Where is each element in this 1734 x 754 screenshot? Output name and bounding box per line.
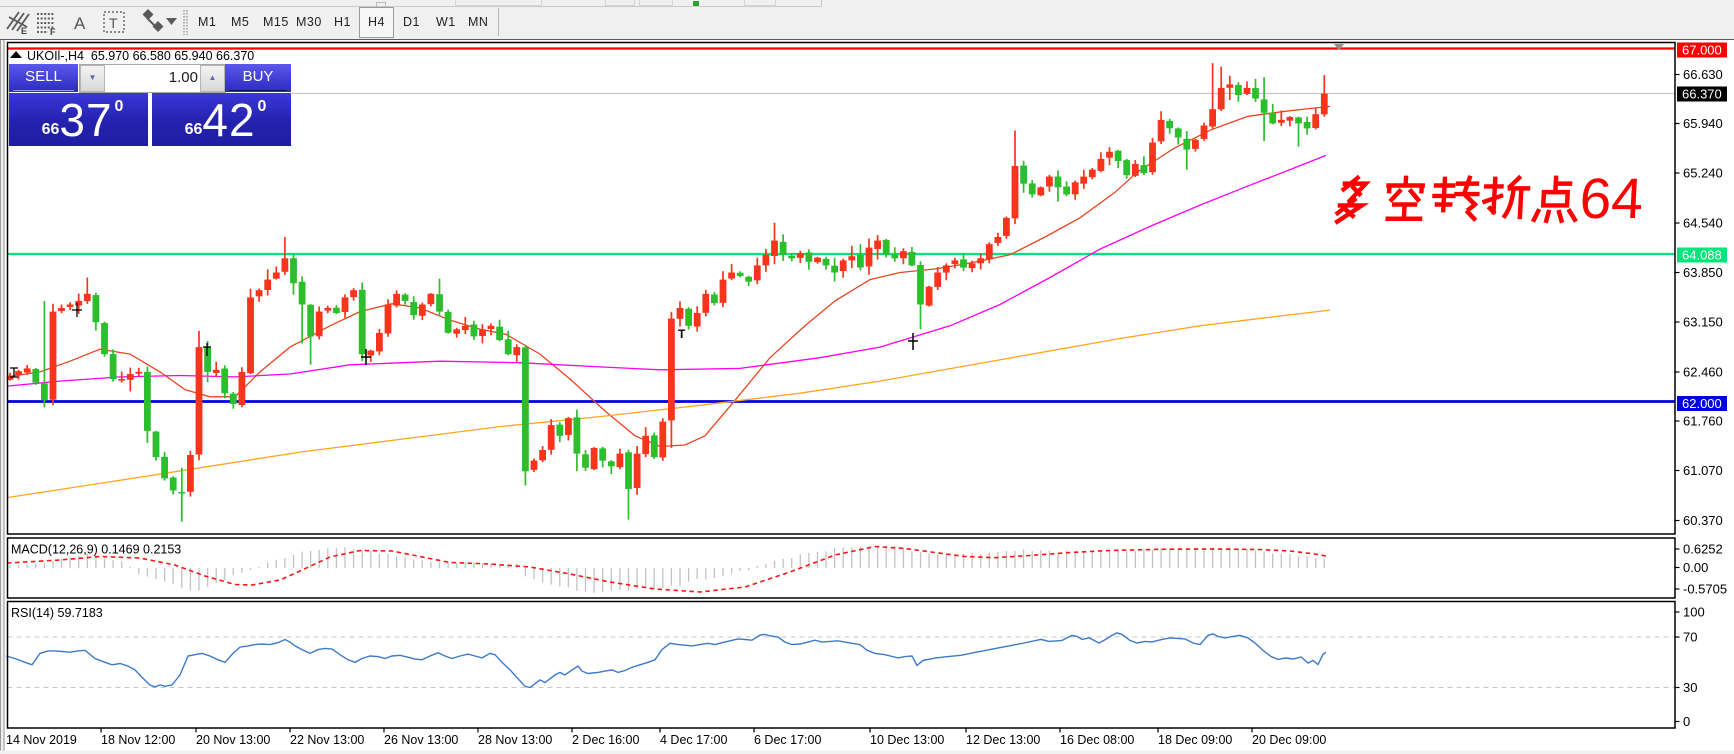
svg-text:63.150: 63.150	[1683, 315, 1723, 330]
svg-text:65.240: 65.240	[1683, 166, 1723, 181]
svg-text:62.460: 62.460	[1683, 365, 1723, 380]
svg-text:22 Nov 13:00: 22 Nov 13:00	[290, 733, 364, 747]
svg-text:30: 30	[1683, 680, 1697, 695]
svg-text:T: T	[109, 15, 118, 31]
svg-text:64.540: 64.540	[1683, 216, 1723, 231]
svg-text:A: A	[74, 14, 86, 33]
svg-text:0.6252: 0.6252	[1683, 542, 1723, 557]
svg-text:64: 64	[1578, 167, 1645, 231]
svg-text:61.760: 61.760	[1683, 414, 1723, 429]
svg-text:64.088: 64.088	[1682, 248, 1722, 263]
svg-text:E: E	[21, 26, 27, 36]
svg-text:60.370: 60.370	[1683, 513, 1723, 528]
svg-text:20 Nov 13:00: 20 Nov 13:00	[196, 733, 270, 747]
svg-text:-0.5705: -0.5705	[1683, 582, 1727, 597]
svg-text:T: T	[678, 327, 686, 341]
svg-text:70: 70	[1683, 630, 1697, 645]
svg-text:20 Dec 09:00: 20 Dec 09:00	[1252, 733, 1326, 747]
svg-text:18 Dec 09:00: 18 Dec 09:00	[1158, 733, 1232, 747]
svg-text:0.00: 0.00	[1683, 560, 1708, 575]
svg-text:67.000: 67.000	[1682, 43, 1722, 58]
svg-text:10 Dec 13:00: 10 Dec 13:00	[870, 733, 944, 747]
svg-text:66.630: 66.630	[1683, 67, 1723, 82]
svg-text:12 Dec 13:00: 12 Dec 13:00	[966, 733, 1040, 747]
svg-text:MACD(12,26,9) 0.1469 0.2153: MACD(12,26,9) 0.1469 0.2153	[11, 543, 181, 557]
svg-text:65.940: 65.940	[1683, 116, 1723, 131]
svg-text:14 Nov 2019: 14 Nov 2019	[6, 733, 77, 747]
svg-text:2 Dec 16:00: 2 Dec 16:00	[572, 733, 639, 747]
svg-text:100: 100	[1683, 605, 1705, 620]
svg-text:6 Dec 17:00: 6 Dec 17:00	[754, 733, 821, 747]
svg-text:66.370: 66.370	[1682, 87, 1722, 102]
svg-text:62.000: 62.000	[1682, 396, 1722, 411]
svg-text:26 Nov 13:00: 26 Nov 13:00	[384, 733, 458, 747]
svg-text:0: 0	[1683, 714, 1690, 729]
svg-text:18 Nov 12:00: 18 Nov 12:00	[101, 733, 175, 747]
svg-text:RSI(14) 59.7183: RSI(14) 59.7183	[11, 606, 103, 620]
svg-text:61.070: 61.070	[1683, 463, 1723, 478]
svg-text:16 Dec 08:00: 16 Dec 08:00	[1060, 733, 1134, 747]
svg-text:63.850: 63.850	[1683, 265, 1723, 280]
svg-text:F: F	[50, 27, 56, 37]
svg-text:4 Dec 17:00: 4 Dec 17:00	[660, 733, 727, 747]
svg-text:UKOIl-,H4 65.970 66.580 65.94: UKOIl-,H4 65.970 66.580 65.940 66.370	[27, 49, 254, 63]
svg-text:28 Nov 13:00: 28 Nov 13:00	[478, 733, 552, 747]
